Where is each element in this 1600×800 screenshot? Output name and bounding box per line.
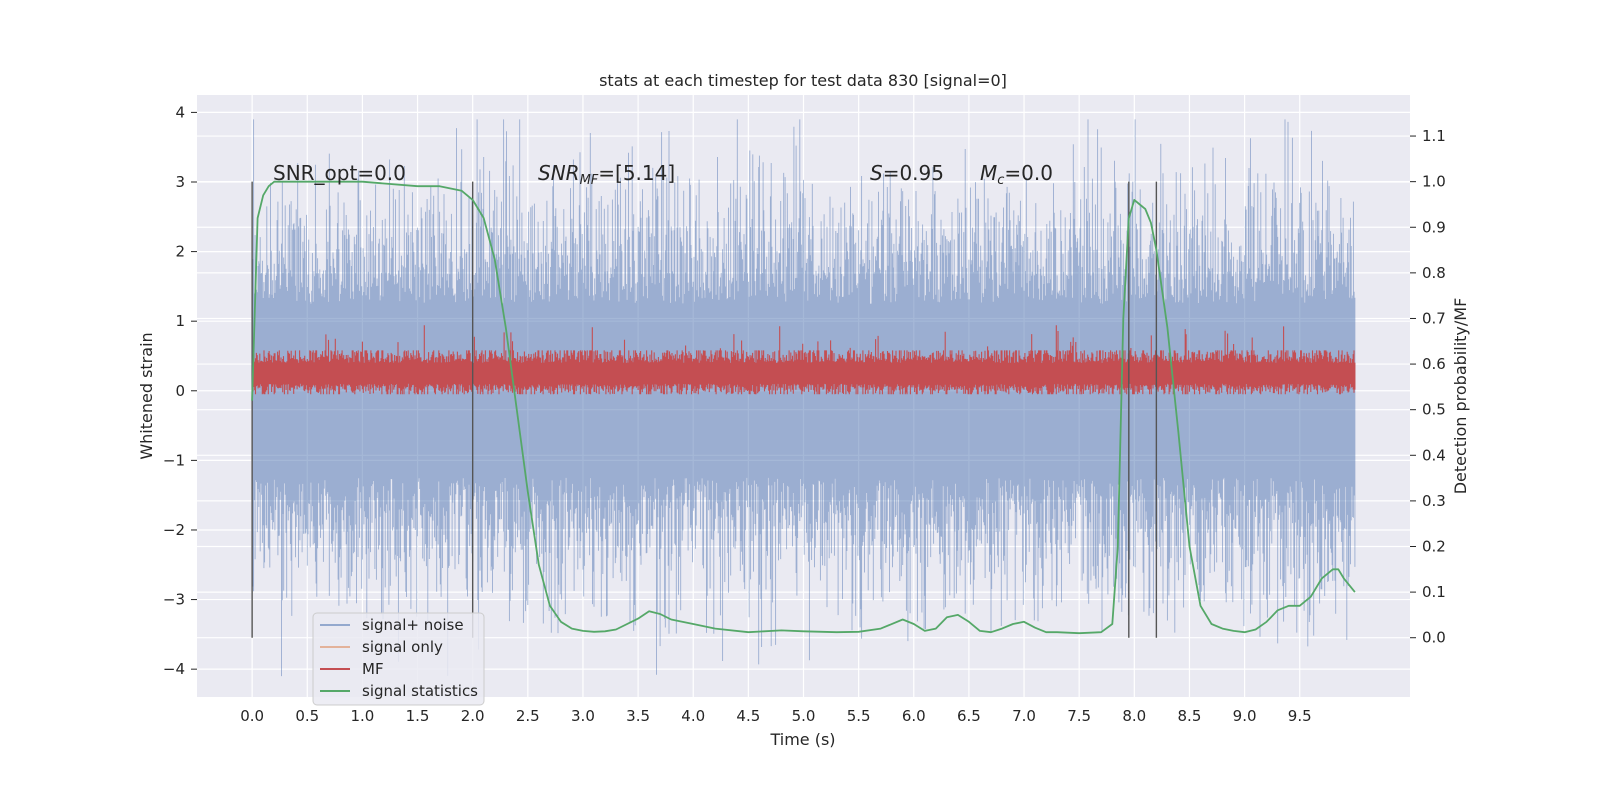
x-tick-label: 1.0 [350, 707, 374, 725]
annotation-s: S=0.95 [870, 161, 944, 185]
signal-statistics-series [251, 180, 1356, 635]
x-tick-label: 9.0 [1233, 707, 1257, 725]
x-tick-label: 2.0 [461, 707, 485, 725]
y2-tick-label: 0.4 [1422, 446, 1446, 464]
x-tick-label: 9.5 [1288, 707, 1312, 725]
y-axis-label: Whitened strain [137, 332, 156, 459]
x-tick-label: 0.0 [240, 707, 264, 725]
x-tick-label: 1.5 [406, 707, 430, 725]
x-tick-label: 4.0 [681, 707, 705, 725]
x-tick-label: 6.5 [957, 707, 981, 725]
annotation-snr-mf: SNRMF=[5.14] [538, 161, 675, 188]
y-tick-label: 3 [175, 173, 185, 191]
x-tick-label: 7.0 [1012, 707, 1036, 725]
detection-vertical-lines [251, 181, 1158, 638]
x-axis-ticks: 0.0 0.5 1.0 1.5 2.0 2.5 3.0 3.5 4.0 4.5 5.0 5.5 6.0 6… [240, 707, 1311, 725]
y-tick-label: −2 [163, 521, 185, 539]
y-tick-label: −3 [163, 591, 185, 609]
annotation-mc: Mc=0.0 [980, 161, 1053, 188]
y2-tick-label: 0.6 [1422, 355, 1446, 373]
y2-tick-label: 0.3 [1422, 492, 1446, 510]
y-tick-label: 0 [175, 382, 185, 400]
x-tick-label: 5.5 [847, 707, 871, 725]
x-tick-label: 0.5 [295, 707, 319, 725]
annotation-snr-opt: SNR_opt=0.0 [273, 161, 406, 185]
y2-tick-label: 0.7 [1422, 309, 1446, 327]
y2-tick-label: 0.0 [1422, 629, 1446, 647]
y2-axis-ticks: 1.1 1.0 0.9 0.8 0.7 0.6 0.5 0.4 0.3 0.2 0.1 0.0 [1410, 127, 1446, 647]
legend-box [312, 612, 485, 706]
y2-axis-label: Detection probability/MF [1451, 298, 1470, 495]
x-tick-label: 4.5 [736, 707, 760, 725]
y2-tick-label: 1.0 [1422, 173, 1446, 191]
x-tick-label: 6.0 [902, 707, 926, 725]
legend-label-signal-only: signal only [362, 638, 443, 656]
x-tick-label: 3.5 [626, 707, 650, 725]
y-tick-label: −4 [163, 660, 185, 678]
y2-tick-label: 0.1 [1422, 583, 1446, 601]
x-tick-label: 7.5 [1067, 707, 1091, 725]
x-tick-label: 8.5 [1178, 707, 1202, 725]
signal-statistics-line [251, 180, 1356, 635]
legend: signal+ noise signal only MF signal stat… [312, 612, 485, 706]
y2-tick-label: 0.2 [1422, 538, 1446, 556]
y2-tick-label: 0.9 [1422, 218, 1446, 236]
y-tick-label: 1 [175, 312, 185, 330]
y-tick-label: −1 [163, 451, 185, 469]
y2-tick-label: 0.8 [1422, 264, 1446, 282]
x-tick-label: 5.0 [792, 707, 816, 725]
y2-tick-label: 1.1 [1422, 127, 1446, 145]
y2-tick-label: 0.5 [1422, 401, 1446, 419]
y-tick-label: 4 [175, 103, 185, 121]
x-tick-label: 8.0 [1122, 707, 1146, 725]
x-axis-label: Time (s) [769, 730, 835, 749]
x-tick-label: 3.0 [571, 707, 595, 725]
y-tick-label: 2 [175, 243, 185, 261]
x-tick-label: 2.5 [516, 707, 540, 725]
legend-label-signal-noise: signal+ noise [362, 616, 464, 634]
legend-label-signal-statistics: signal statistics [362, 682, 478, 700]
legend-label-mf: MF [362, 660, 384, 678]
chart-title: stats at each timestep for test data 830… [599, 71, 1007, 90]
y-axis-ticks: 4 3 2 1 0 −1 −2 −3 −4 [163, 103, 197, 678]
